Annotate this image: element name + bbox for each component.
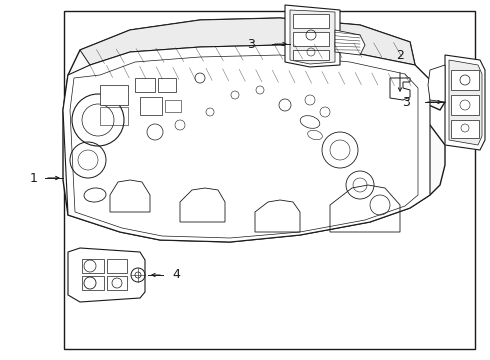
Polygon shape xyxy=(335,30,365,55)
Bar xyxy=(82,276,104,290)
Polygon shape xyxy=(63,18,445,242)
Bar xyxy=(135,78,155,92)
Text: 2: 2 xyxy=(396,49,404,62)
Bar xyxy=(64,11,475,349)
Polygon shape xyxy=(68,248,145,302)
Polygon shape xyxy=(290,10,335,64)
Text: 4: 4 xyxy=(172,269,180,282)
Polygon shape xyxy=(445,55,485,150)
Polygon shape xyxy=(285,5,340,67)
Text: 3: 3 xyxy=(402,95,410,108)
Polygon shape xyxy=(390,78,410,100)
Polygon shape xyxy=(449,60,482,145)
Polygon shape xyxy=(428,65,445,102)
Text: 3: 3 xyxy=(247,37,255,50)
Bar xyxy=(82,259,104,273)
Polygon shape xyxy=(63,45,430,242)
Bar xyxy=(451,70,479,90)
Bar xyxy=(100,85,128,105)
Bar xyxy=(140,97,162,115)
Bar xyxy=(451,120,479,138)
Bar xyxy=(100,107,128,125)
Text: 1: 1 xyxy=(30,171,38,185)
Bar xyxy=(293,50,329,60)
Bar xyxy=(451,95,479,115)
Bar xyxy=(165,100,181,112)
Bar xyxy=(293,32,329,46)
Bar xyxy=(158,78,176,92)
Polygon shape xyxy=(80,18,415,65)
Bar xyxy=(107,259,127,273)
Bar xyxy=(107,276,127,290)
Bar xyxy=(293,14,329,28)
